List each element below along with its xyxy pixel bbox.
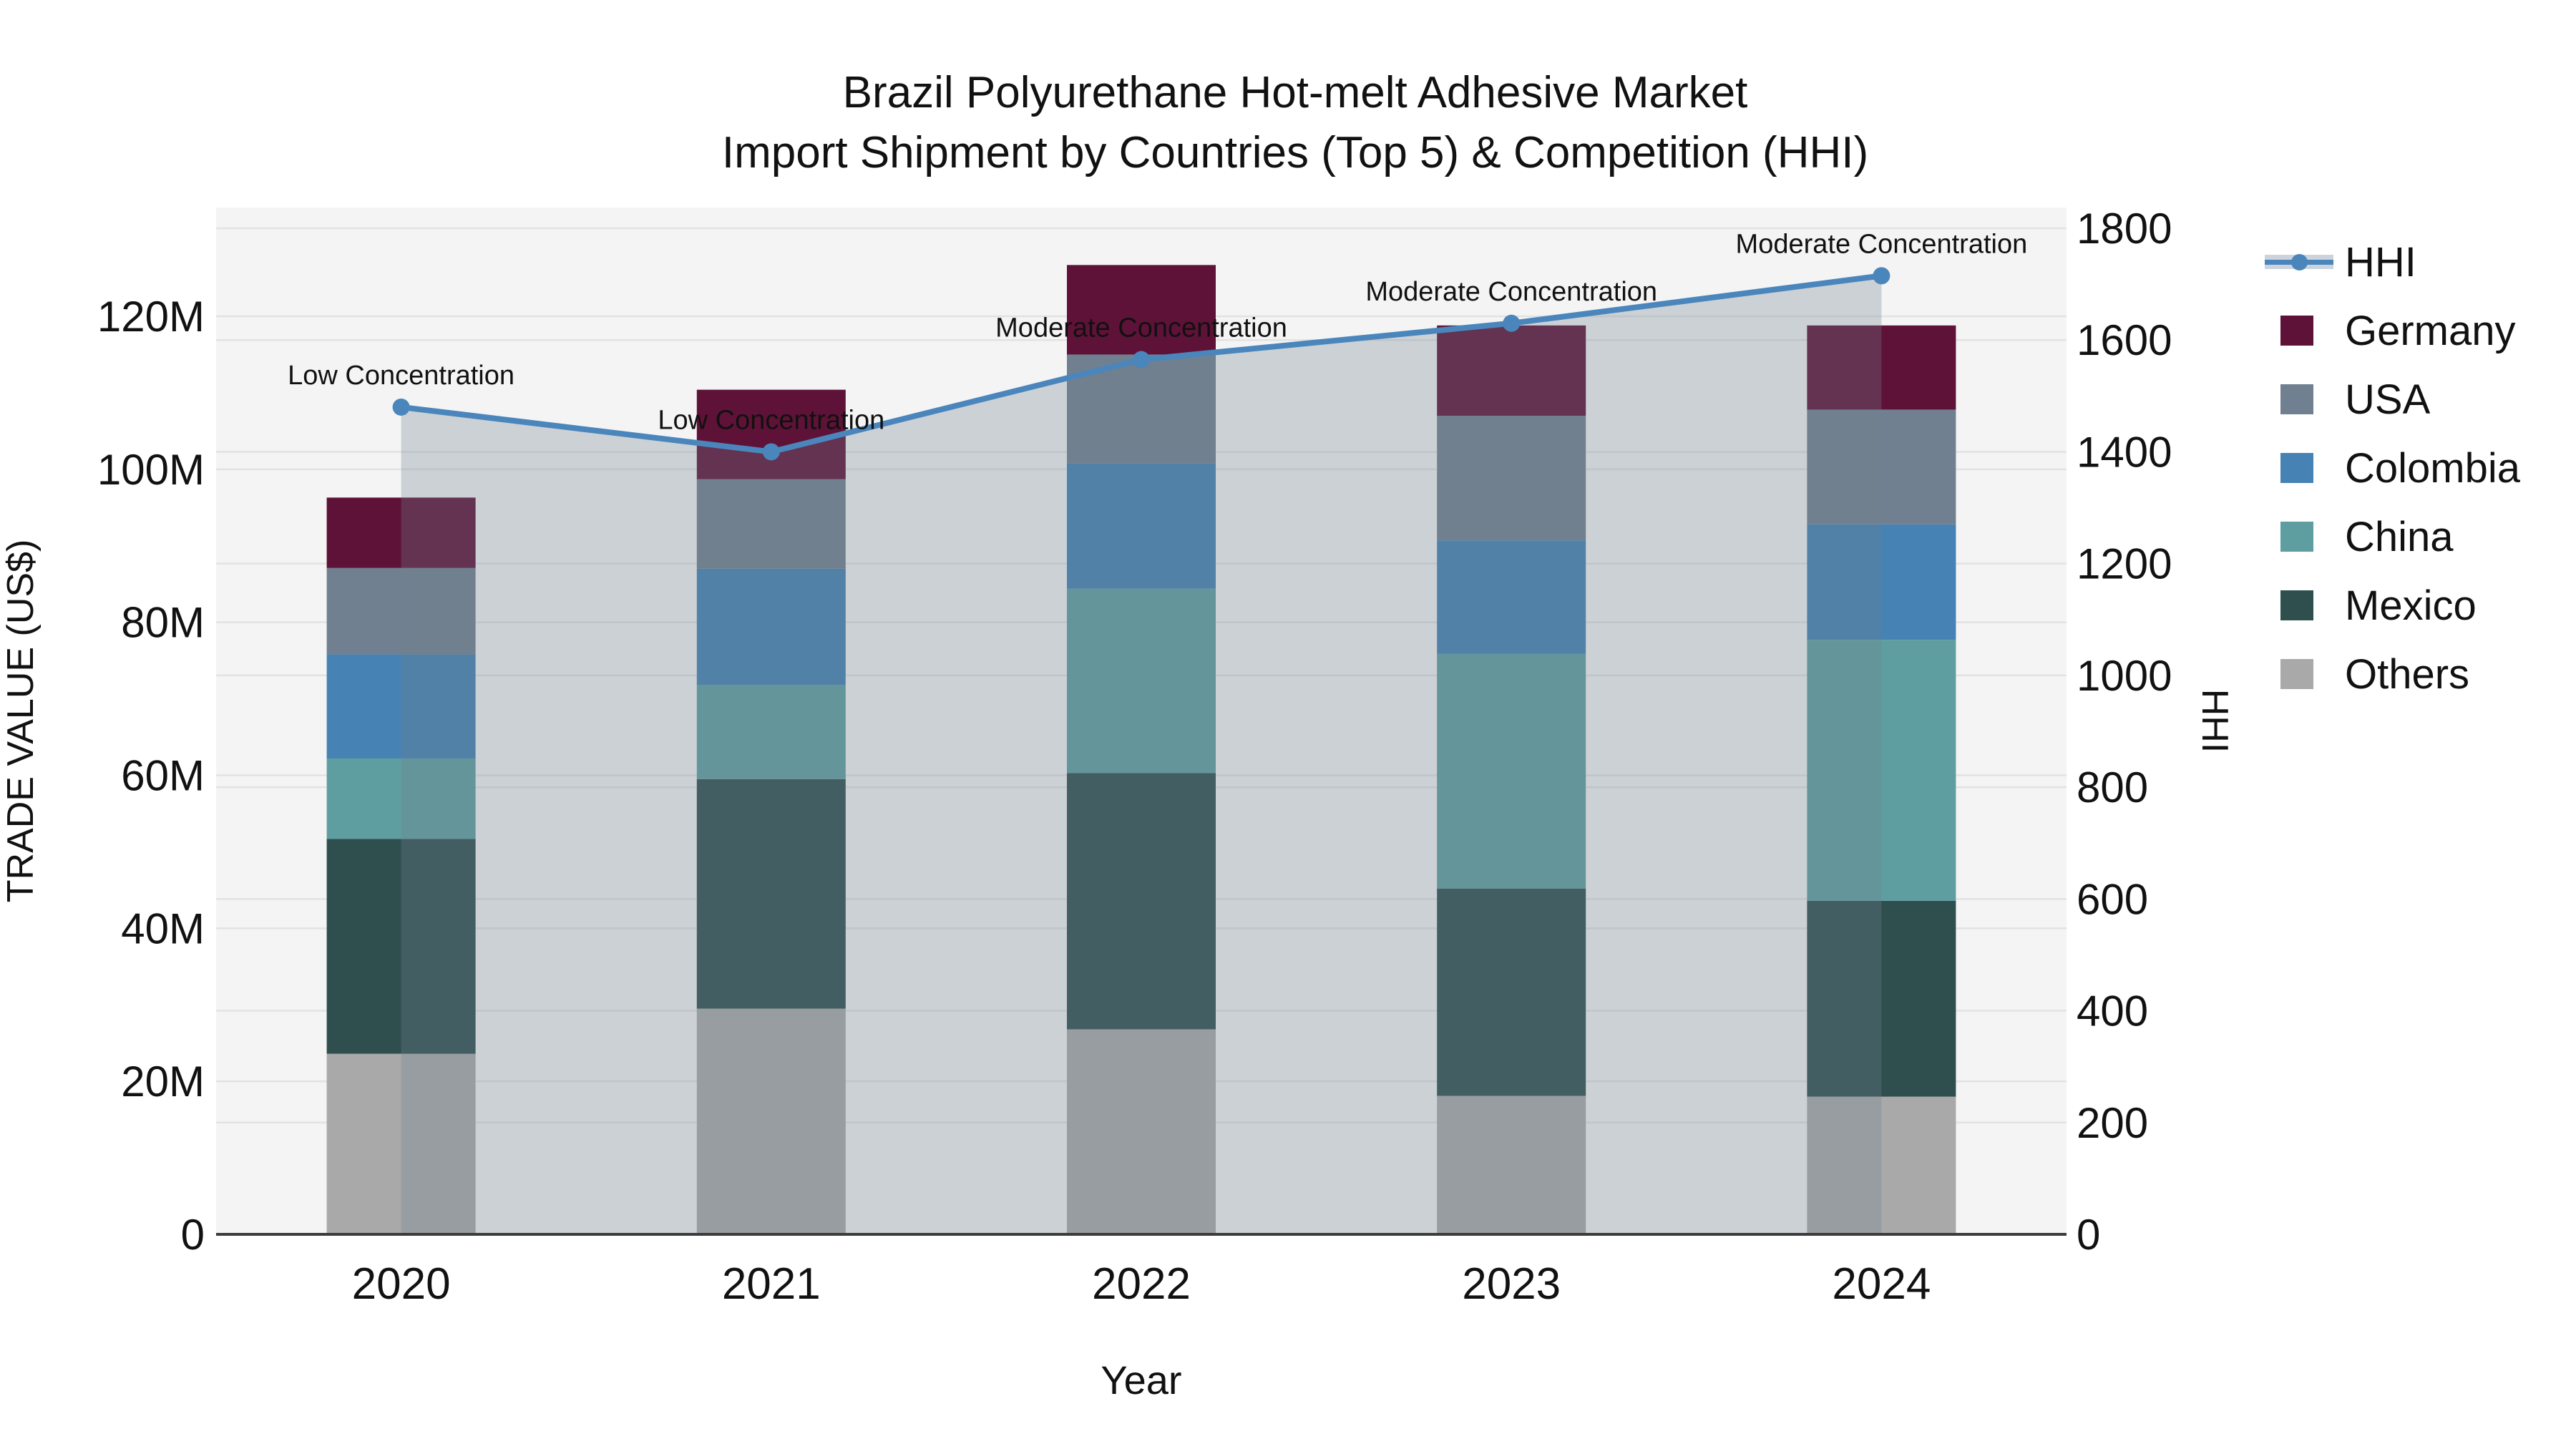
legend-item-china[interactable]: China	[2265, 502, 2520, 571]
x-tick-2020: 2020	[352, 1259, 451, 1309]
y-right-tick-1800: 1800	[2077, 205, 2172, 253]
y-left-tick-120M: 120M	[97, 293, 205, 341]
annotation-2023: Moderate Concentration	[1365, 277, 1657, 307]
bar-segment-usa-2021	[696, 479, 846, 569]
y-left-tick-20M: 20M	[121, 1058, 205, 1106]
x-tick-2023: 2023	[1462, 1259, 1561, 1309]
hhi-dot	[2291, 254, 2308, 270]
bar-segment-usa-2024	[1807, 409, 1956, 525]
legend-label: China	[2345, 513, 2454, 560]
bar-segment-usa-2020	[326, 567, 476, 655]
legend-swatch-icon	[2265, 589, 2333, 622]
x-tick-2024: 2024	[1832, 1259, 1931, 1309]
legend-item-hhi[interactable]: HHI	[2265, 228, 2520, 296]
bar-segment-mexico-2023	[1437, 888, 1586, 1096]
y-left-tick-80M: 80M	[121, 599, 205, 647]
annotation-2021: Low Concentration	[658, 405, 884, 435]
y-right-tick-1000: 1000	[2077, 652, 2172, 700]
bar-segment-china-2024	[1807, 640, 1956, 901]
annotation-2020: Low Concentration	[288, 361, 514, 391]
bar-segment-china-2023	[1437, 653, 1586, 889]
legend-swatch-icon	[2265, 658, 2333, 691]
legend-item-colombia[interactable]: Colombia	[2265, 434, 2520, 502]
hhi-marker-2022	[1133, 351, 1150, 369]
bar-segment-mexico-2024	[1807, 900, 1956, 1097]
x-axis-title: Year	[1101, 1357, 1181, 1402]
legend-swatch-icon	[2265, 452, 2333, 484]
chart-title-line2: Import Shipment by Countries (Top 5) & C…	[721, 128, 1869, 177]
bar-segment-colombia-2022	[1067, 463, 1216, 589]
hhi-marker-2021	[762, 443, 780, 461]
legend-item-usa[interactable]: USA	[2265, 365, 2520, 434]
y-right-tick-400: 400	[2077, 987, 2148, 1035]
bar-segment-colombia-2023	[1437, 540, 1586, 654]
bar-segment-china-2022	[1067, 588, 1216, 774]
bar-segment-others-2021	[696, 1008, 846, 1234]
legend-swatch-icon	[2265, 520, 2333, 553]
bar-segment-colombia-2021	[696, 568, 846, 686]
hhi-area-fill	[401, 275, 1882, 1235]
y-right-axis-title: HHI	[2194, 689, 2235, 753]
legend-swatch-icon	[2265, 383, 2333, 416]
annotation-2024: Moderate Concentration	[1736, 229, 2028, 259]
bar-segment-others-2024	[1807, 1096, 1956, 1234]
y-right-tick-800: 800	[2077, 763, 2148, 811]
annotation-2022: Moderate Concentration	[995, 313, 1287, 343]
bar-segment-usa-2023	[1437, 415, 1586, 541]
y-right-tick-1600: 1600	[2077, 316, 2172, 364]
color-swatch	[2280, 590, 2313, 620]
y-left-tick-0: 0	[181, 1211, 205, 1259]
y-left-tick-60M: 60M	[121, 752, 205, 800]
bar-segment-others-2023	[1437, 1096, 1586, 1234]
y-right-tick-0: 0	[2077, 1211, 2100, 1259]
legend-label: Mexico	[2345, 582, 2477, 629]
bar-segment-mexico-2021	[696, 779, 846, 1009]
y-right-tick-1200: 1200	[2077, 540, 2172, 588]
y-right-tick-600: 600	[2077, 875, 2148, 923]
hhi-marker-2020	[392, 398, 410, 416]
legend-label: HHI	[2345, 238, 2416, 286]
bar-segment-germany-2023	[1437, 325, 1586, 416]
legend-item-mexico[interactable]: Mexico	[2265, 571, 2520, 640]
bar-segment-mexico-2020	[326, 839, 476, 1054]
color-swatch	[2280, 453, 2313, 483]
bar-segment-germany-2020	[326, 497, 476, 568]
chart-title: Brazil Polyurethane Hot-melt Adhesive Ma…	[0, 63, 2576, 183]
bar-segment-others-2022	[1067, 1029, 1216, 1234]
color-swatch	[2280, 316, 2313, 346]
legend-label: Colombia	[2345, 444, 2520, 492]
legend-swatch-icon	[2265, 314, 2333, 347]
chart-title-line1: Brazil Polyurethane Hot-melt Adhesive Ma…	[842, 68, 1748, 117]
legend-label: USA	[2345, 376, 2431, 423]
bar-segment-germany-2024	[1807, 325, 1956, 410]
bar-segment-others-2020	[326, 1053, 476, 1234]
x-tick-2022: 2022	[1092, 1259, 1191, 1309]
y-left-tick-100M: 100M	[97, 446, 205, 494]
bar-segment-germany-2021	[696, 389, 846, 479]
y-left-axis-title: TRADE VALUE (US$)	[0, 540, 42, 903]
y-right-tick-1400: 1400	[2077, 428, 2172, 476]
legend-item-germany[interactable]: Germany	[2265, 296, 2520, 365]
color-swatch	[2280, 522, 2313, 552]
legend-label: Germany	[2345, 307, 2516, 354]
legend: HHI Germany USA Colombia China Mexico Others	[2265, 228, 2520, 708]
legend-item-others[interactable]: Others	[2265, 640, 2520, 708]
bar-segment-colombia-2024	[1807, 524, 1956, 640]
hhi-marker-2024	[1873, 267, 1890, 285]
y-right-tick-200: 200	[2077, 1099, 2148, 1147]
bar-segment-germany-2022	[1067, 265, 1216, 355]
y-left-tick-40M: 40M	[121, 904, 205, 952]
legend-label: Others	[2345, 650, 2470, 698]
color-swatch	[2280, 659, 2313, 689]
hhi-marker-2023	[1503, 314, 1521, 332]
bar-segment-mexico-2022	[1067, 773, 1216, 1030]
hhi-line-icon	[2265, 245, 2333, 278]
bar-segment-china-2020	[326, 758, 476, 839]
x-tick-2021: 2021	[722, 1259, 821, 1309]
color-swatch	[2280, 384, 2313, 414]
bar-segment-china-2021	[696, 685, 846, 779]
bar-segment-colombia-2020	[326, 654, 476, 758]
